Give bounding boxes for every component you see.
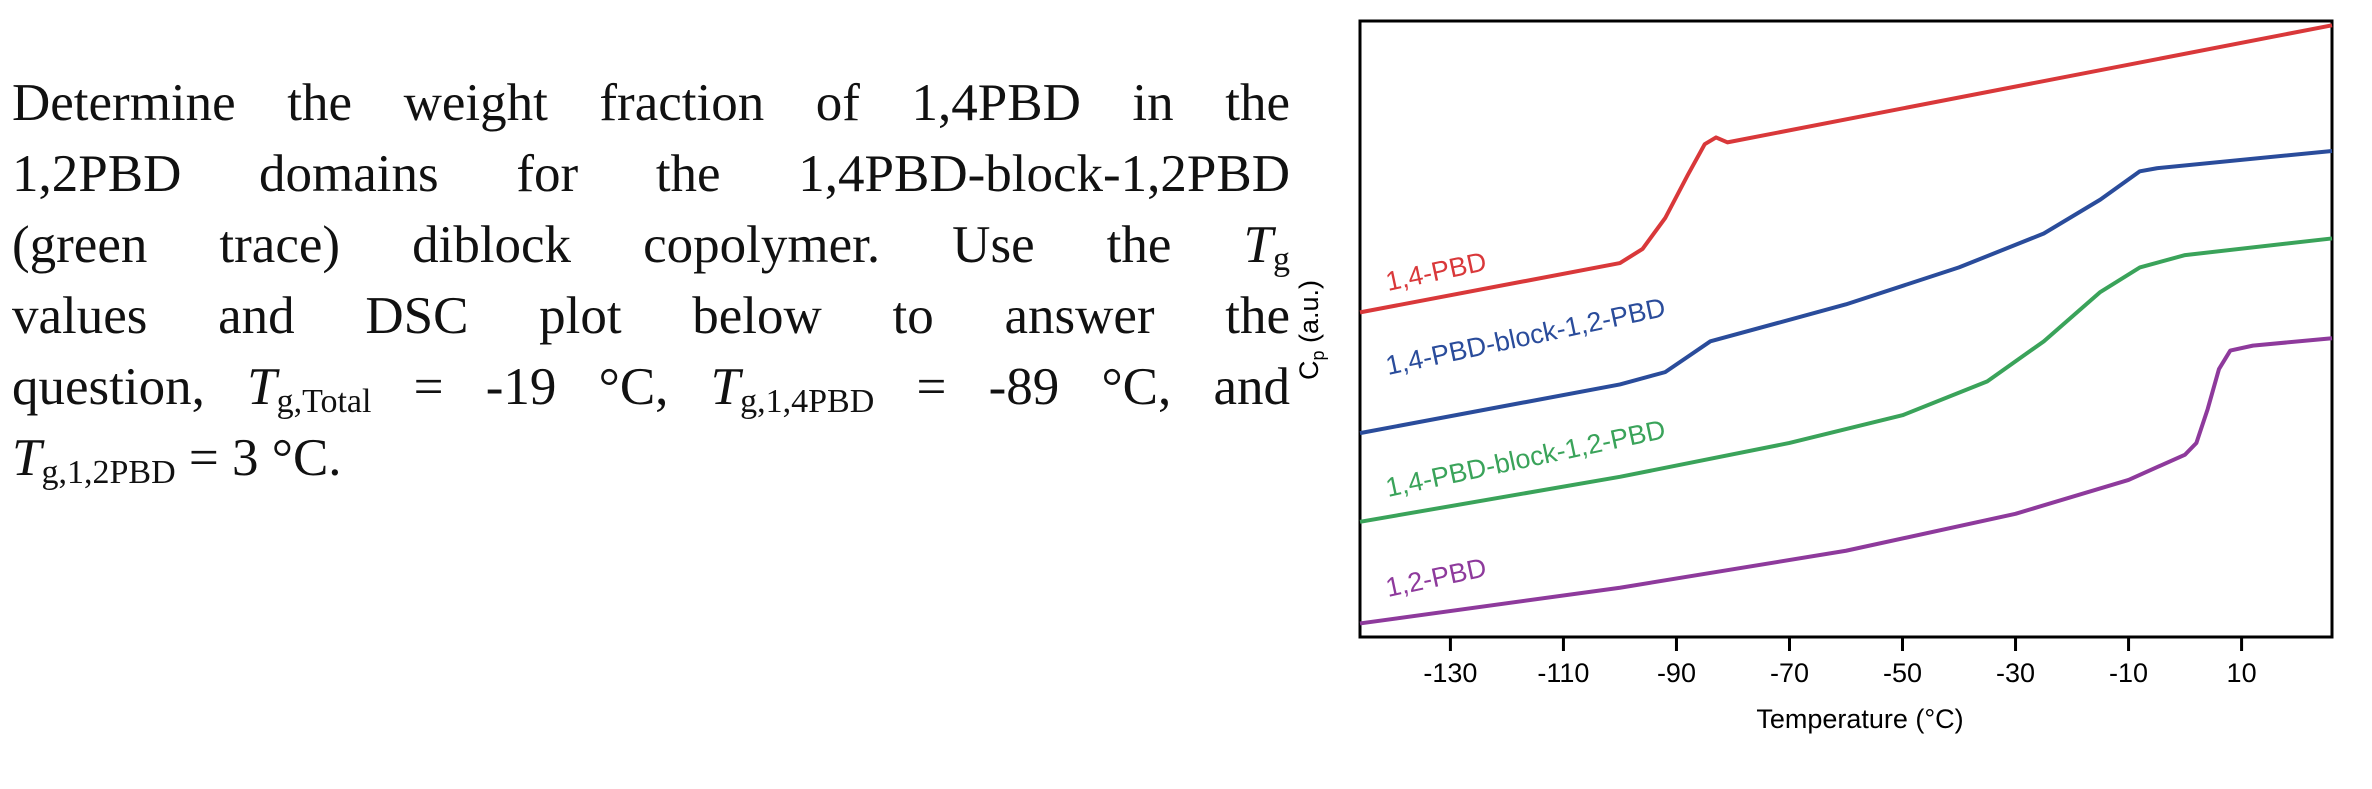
- subscript: g: [1273, 241, 1290, 278]
- text-line: values and DSC plot below to answer the: [12, 281, 1290, 352]
- subscript: g,1,2PBD: [41, 454, 176, 491]
- text: = -89 °C, and: [874, 358, 1291, 416]
- symbol: T: [1243, 216, 1273, 274]
- y-axis-label: Cp (a.u.): [1294, 280, 1328, 380]
- series-label: 1,2-PBD: [1383, 552, 1489, 603]
- text: values and DSC plot below to answer the: [12, 287, 1290, 345]
- subscript: g,Total: [276, 383, 372, 420]
- text-line: 1,2PBD domains for the 1,4PBD-block-1,2P…: [12, 139, 1290, 210]
- curve: [1359, 148, 2333, 436]
- text-line: Determine the weight fraction of 1,4PBD …: [12, 68, 1290, 139]
- symbol: T: [12, 429, 42, 487]
- subscript: g,1,4PBD: [740, 383, 875, 420]
- x-tick-label: -50: [1883, 658, 1922, 688]
- symbol: T: [247, 358, 277, 416]
- text: Determine the weight fraction of 1,4PBD …: [12, 74, 1290, 132]
- text: question,: [12, 358, 248, 416]
- x-tick-label: -110: [1537, 658, 1589, 688]
- x-tick-label: -70: [1770, 658, 1809, 688]
- curve: [1359, 23, 2333, 315]
- question: Determine the weight fraction of 1,4PBD …: [12, 68, 1290, 494]
- x-tick-label: 10: [2227, 658, 2257, 688]
- curve: [1359, 336, 2333, 626]
- series-label: 1,4-PBD-block-1,2-PBD: [1383, 414, 1668, 503]
- text: (green trace) diblock copolymer. Use the: [12, 216, 1244, 274]
- text-line: question, Tg,Total = -19 °C, Tg,1,4PBD =…: [12, 352, 1290, 423]
- y-subscript: p: [1308, 351, 1328, 361]
- x-tick-label: -30: [1996, 658, 2035, 688]
- y-symbol: C: [1294, 361, 1324, 381]
- text: = 3 °C.: [175, 429, 342, 487]
- x-axis-label: Temperature (°C): [1756, 704, 1963, 734]
- curve: [1359, 236, 2333, 524]
- text: = -19 °C,: [371, 358, 711, 416]
- x-tick-label: -10: [2109, 658, 2148, 688]
- x-tick-label: -130: [1423, 658, 1477, 688]
- y-unit: (a.u.): [1294, 280, 1324, 351]
- symbol: T: [710, 358, 741, 416]
- text: 1,2PBD domains for the 1,4PBD-block-1,2P…: [12, 145, 1290, 203]
- plot-frame: [1358, 19, 2334, 639]
- series-label: 1,4-PBD-block-1,2-PBD: [1383, 292, 1668, 381]
- x-tick-label: -90: [1657, 658, 1696, 688]
- text-line: (green trace) diblock copolymer. Use the…: [12, 210, 1290, 281]
- text-line: Tg,1,2PBD = 3 °C.: [12, 423, 1290, 494]
